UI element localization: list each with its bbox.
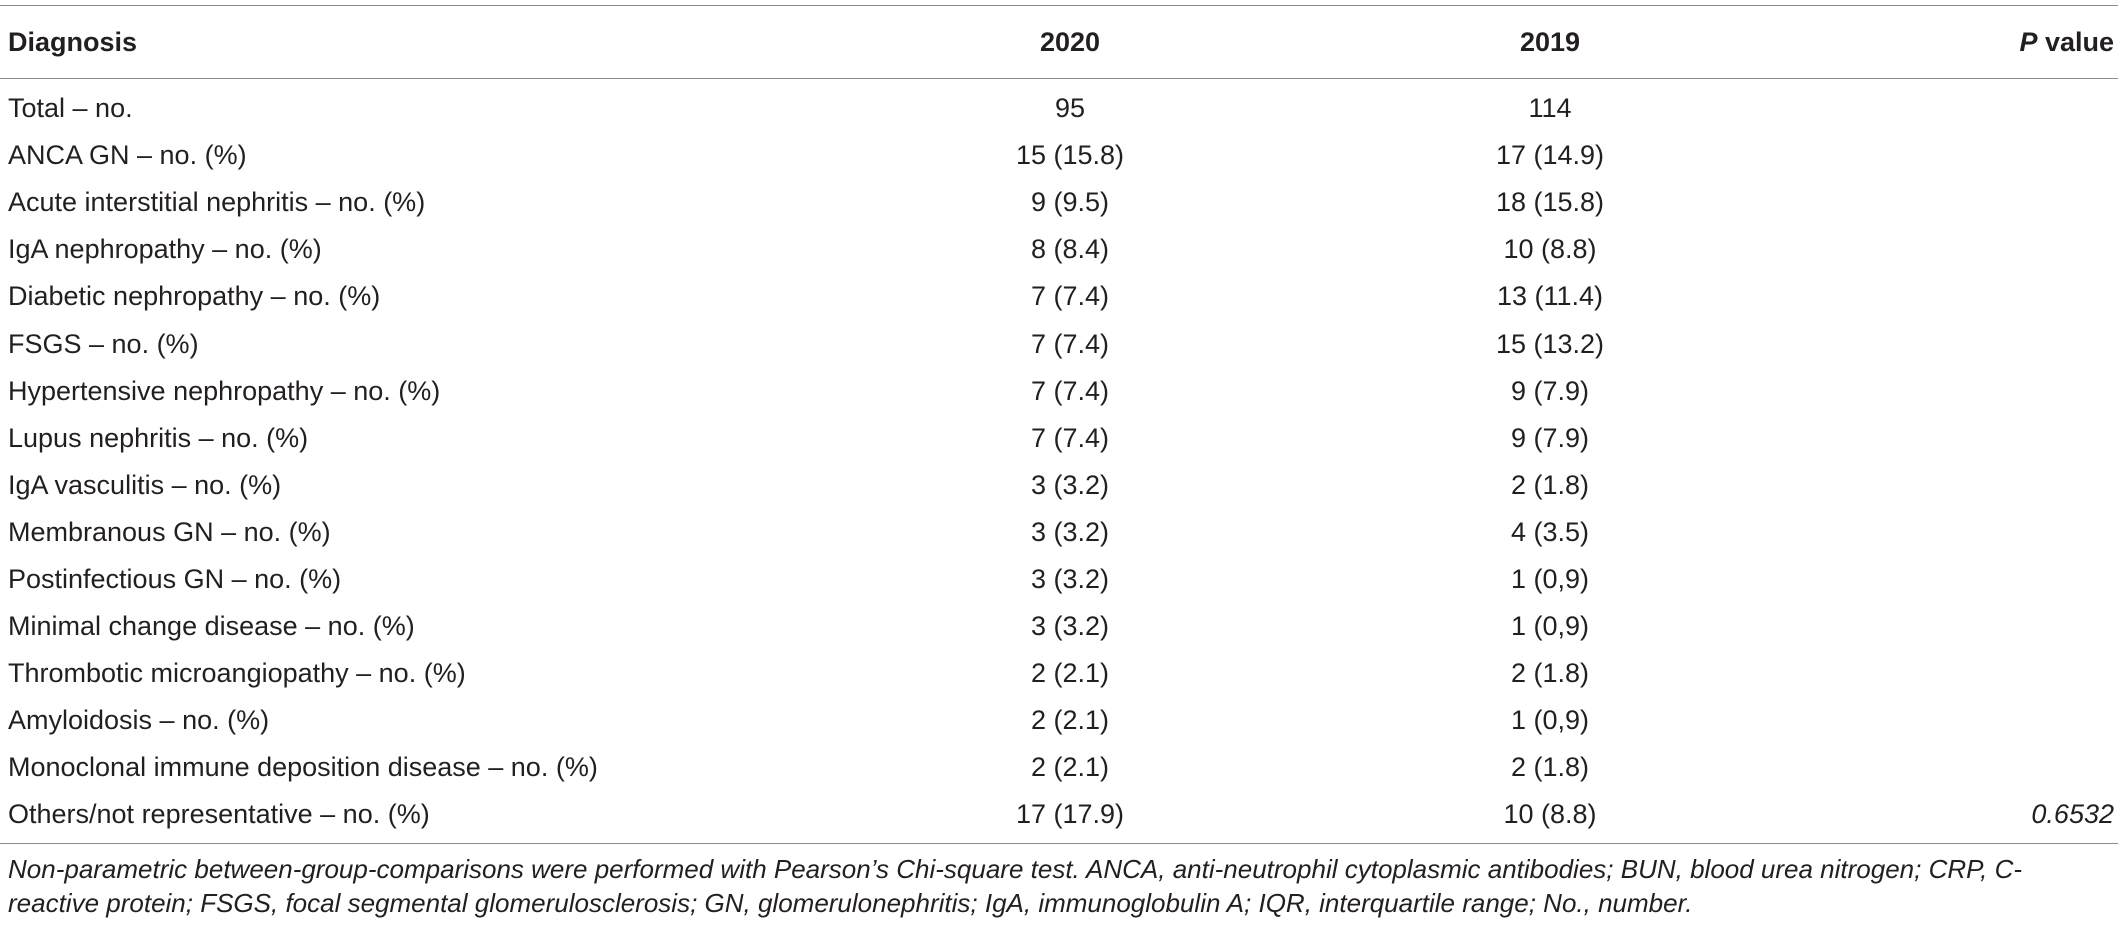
table-row: Diabetic nephropathy – no. (%) 7 (7.4) 13 … bbox=[0, 273, 2118, 320]
header-p-word: value bbox=[2037, 26, 2114, 57]
cell-2020: 3 (3.2) bbox=[1030, 611, 1110, 642]
cell-2019: 9 (7.9) bbox=[1510, 422, 1590, 453]
table-row: Lupus nephritis – no. (%) 7 (7.4) 9 (7.9) bbox=[0, 415, 2118, 462]
table-row: Hypertensive nephropathy – no. (%) 7 (7.4… bbox=[0, 368, 2118, 415]
table-body: Total – no. 95 114 ANCA GN – no. (%) 15 (15.… bbox=[0, 79, 2118, 839]
header-diagnosis: Diagnosis bbox=[0, 6, 830, 79]
cell-p-value bbox=[1790, 320, 2118, 367]
cell-2019: 17 (14.9) bbox=[1495, 140, 1605, 171]
table-row: Thrombotic microangiopathy – no. (%) 2 (2… bbox=[0, 650, 2118, 697]
table-row: Others/not representative – no. (%) 17 (1… bbox=[0, 791, 2118, 838]
cell-p-value bbox=[1790, 368, 2118, 415]
table-row: IgA vasculitis – no. (%) 3 (3.2) 2 (1.8) bbox=[0, 462, 2118, 509]
header-2020: 2020 bbox=[830, 6, 1310, 79]
cell-diagnosis: IgA vasculitis – no. (%) bbox=[8, 469, 282, 500]
cell-diagnosis: Diabetic nephropathy – no. (%) bbox=[8, 281, 381, 312]
cell-2020: 15 (15.8) bbox=[1015, 140, 1125, 171]
header-p-letter: P bbox=[2019, 26, 2038, 57]
cell-2019: 1 (0,9) bbox=[1510, 611, 1590, 642]
cell-2020: 7 (7.4) bbox=[1030, 375, 1110, 406]
table-row: Acute interstitial nephritis – no. (%) 9 … bbox=[0, 179, 2118, 226]
cell-2020: 2 (2.1) bbox=[1030, 752, 1110, 783]
cell-p-value bbox=[1790, 509, 2118, 556]
cell-2020: 2 (2.1) bbox=[1030, 705, 1110, 736]
cell-p-value bbox=[1790, 79, 2118, 133]
cell-p-value bbox=[1790, 179, 2118, 226]
cell-2020: 3 (3.2) bbox=[1030, 563, 1110, 594]
cell-diagnosis: Minimal change disease – no. (%) bbox=[8, 611, 415, 642]
cell-2020: 3 (3.2) bbox=[1030, 469, 1110, 500]
table-row: Monoclonal immune deposition disease – n… bbox=[0, 744, 2118, 791]
cell-p-value bbox=[1790, 744, 2118, 791]
table-row: FSGS – no. (%) 7 (7.4) 15 (13.2) bbox=[0, 320, 2118, 367]
cell-diagnosis: Amyloidosis – no. (%) bbox=[8, 705, 270, 736]
cell-2020: 8 (8.4) bbox=[1030, 234, 1110, 265]
cell-p-value: 0.6532 bbox=[2031, 799, 2114, 830]
diagnosis-table-container: Diagnosis 2020 2019 P value Total – no. 9… bbox=[0, 5, 2118, 918]
cell-p-value bbox=[1790, 650, 2118, 697]
cell-2020: 3 (3.2) bbox=[1030, 516, 1110, 547]
cell-2020: 95 bbox=[1054, 93, 1086, 124]
cell-p-value bbox=[1790, 132, 2118, 179]
cell-diagnosis: FSGS – no. (%) bbox=[8, 328, 199, 359]
cell-2019: 18 (15.8) bbox=[1495, 187, 1605, 218]
cell-2020: 2 (2.1) bbox=[1030, 658, 1110, 689]
cell-2019: 9 (7.9) bbox=[1510, 375, 1590, 406]
cell-p-value bbox=[1790, 226, 2118, 273]
table-row: Membranous GN – no. (%) 3 (3.2) 4 (3.5) bbox=[0, 509, 2118, 556]
table-row: Amyloidosis – no. (%) 2 (2.1) 1 (0,9) bbox=[0, 697, 2118, 744]
cell-diagnosis: Lupus nephritis – no. (%) bbox=[8, 422, 309, 453]
cell-2019: 2 (1.8) bbox=[1510, 752, 1590, 783]
header-p-value: P value bbox=[1790, 6, 2118, 79]
cell-2019: 10 (8.8) bbox=[1503, 799, 1597, 830]
header-2019: 2019 bbox=[1310, 6, 1790, 79]
cell-2020: 7 (7.4) bbox=[1030, 328, 1110, 359]
cell-p-value bbox=[1790, 603, 2118, 650]
table-header: Diagnosis 2020 2019 P value bbox=[0, 6, 2118, 79]
cell-2020: 17 (17.9) bbox=[1015, 799, 1125, 830]
cell-diagnosis: ANCA GN – no. (%) bbox=[8, 140, 247, 171]
table-row: IgA nephropathy – no. (%) 8 (8.4) 10 (8.8) bbox=[0, 226, 2118, 273]
cell-diagnosis: Acute interstitial nephritis – no. (%) bbox=[8, 187, 426, 218]
cell-2019: 2 (1.8) bbox=[1510, 469, 1590, 500]
cell-diagnosis: Membranous GN – no. (%) bbox=[8, 516, 331, 547]
cell-2019: 10 (8.8) bbox=[1503, 234, 1597, 265]
cell-2019: 114 bbox=[1528, 93, 1572, 124]
table-footnote: Non-parametric between-group-comparisons… bbox=[8, 853, 2023, 918]
cell-2019: 1 (0,9) bbox=[1510, 705, 1590, 736]
cell-diagnosis: IgA nephropathy – no. (%) bbox=[8, 234, 322, 265]
cell-2020: 7 (7.4) bbox=[1030, 422, 1110, 453]
table-row: Total – no. 95 114 bbox=[0, 79, 2118, 133]
header-row: Diagnosis 2020 2019 P value bbox=[0, 6, 2118, 79]
cell-p-value bbox=[1790, 462, 2118, 509]
cell-diagnosis: Hypertensive nephropathy – no. (%) bbox=[8, 375, 441, 406]
cell-diagnosis: Total – no. bbox=[8, 93, 133, 124]
cell-diagnosis: Monoclonal immune deposition disease – n… bbox=[8, 752, 598, 783]
cell-p-value bbox=[1790, 697, 2118, 744]
table-row: ANCA GN – no. (%) 15 (15.8) 17 (14.9) bbox=[0, 132, 2118, 179]
bottom-rule bbox=[0, 842, 2118, 844]
cell-2020: 9 (9.5) bbox=[1030, 187, 1110, 218]
cell-2019: 13 (11.4) bbox=[1496, 281, 1604, 312]
top-rule bbox=[0, 5, 2118, 6]
cell-2020: 7 (7.4) bbox=[1030, 281, 1110, 312]
cell-2019: 4 (3.5) bbox=[1510, 516, 1590, 547]
table-row: Postinfectious GN – no. (%) 3 (3.2) 1 (0,9… bbox=[0, 556, 2118, 603]
cell-diagnosis: Thrombotic microangiopathy – no. (%) bbox=[8, 658, 466, 689]
table-row: Minimal change disease – no. (%) 3 (3.2) 1… bbox=[0, 603, 2118, 650]
cell-2019: 15 (13.2) bbox=[1495, 328, 1605, 359]
cell-p-value bbox=[1790, 415, 2118, 462]
cell-p-value bbox=[1790, 273, 2118, 320]
cell-p-value bbox=[1790, 556, 2118, 603]
cell-diagnosis: Postinfectious GN – no. (%) bbox=[8, 563, 342, 594]
cell-diagnosis: Others/not representative – no. (%) bbox=[8, 799, 430, 830]
cell-2019: 2 (1.8) bbox=[1510, 658, 1590, 689]
cell-2019: 1 (0,9) bbox=[1510, 563, 1590, 594]
diagnosis-table: Diagnosis 2020 2019 P value Total – no. 9… bbox=[0, 6, 2118, 839]
